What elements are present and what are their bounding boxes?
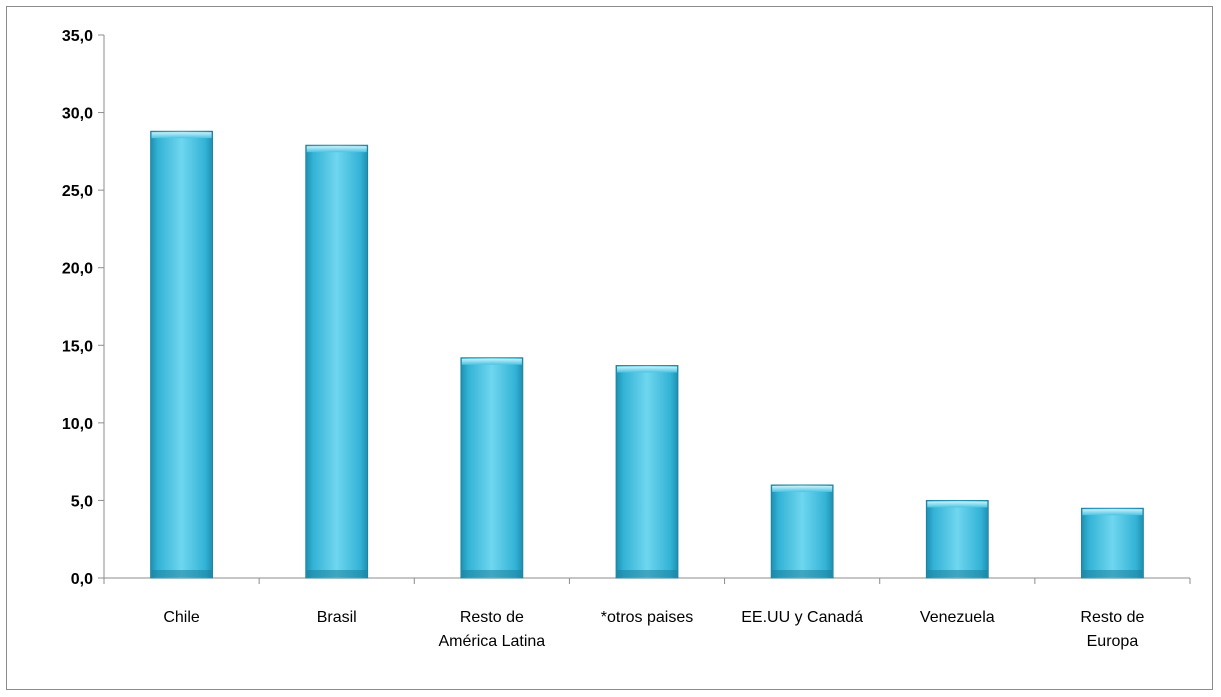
chart-frame: 0,0 5,0 10,0 15,0 20,0 25,0 30,0 35,0 Chile Bras… [6, 6, 1213, 690]
bar-base [1082, 570, 1143, 577]
bar [925, 500, 989, 579]
x-axis: Chile Brasil Resto de América Latina *otros … [103, 577, 1191, 650]
bar-body [1081, 507, 1144, 579]
bar [770, 484, 834, 579]
bar-body [925, 500, 989, 579]
x-tick-label: Brasil [317, 609, 357, 626]
y-tick-label: 30,0 [62, 106, 93, 123]
bar-body [150, 130, 213, 579]
bar-base [306, 570, 367, 577]
y-tick-label: 35,0 [62, 28, 93, 45]
bar-base [772, 570, 833, 577]
bar [305, 144, 369, 579]
bar-base [927, 570, 988, 577]
x-tick-label: Resto de Europa [1080, 609, 1144, 650]
x-tick-label: Chile [163, 609, 200, 626]
x-tick-label-line: Resto de [1080, 609, 1144, 626]
bar-cap [927, 501, 988, 508]
y-tick-label: 10,0 [62, 416, 93, 433]
bar-body [615, 365, 679, 579]
y-tick-label: 15,0 [62, 338, 93, 355]
bar [1081, 507, 1144, 579]
bar-cap [1082, 509, 1143, 516]
bar-body [770, 484, 834, 579]
y-tick-label: 0,0 [71, 571, 93, 588]
bar-base [617, 570, 677, 577]
x-tick-label-line: Venezuela [920, 609, 995, 626]
x-tick-label: EE.UU y Canadá [741, 609, 863, 626]
bar [615, 365, 679, 579]
x-tick-label: Venezuela [920, 609, 995, 626]
x-tick-label-line: EE.UU y Canadá [741, 609, 863, 626]
x-tick-label-line: Brasil [317, 609, 357, 626]
bar [150, 130, 213, 579]
y-tick-label: 25,0 [62, 183, 93, 200]
x-tick-label-line: Resto de [460, 609, 524, 626]
y-tick-label: 20,0 [62, 261, 93, 278]
bars [150, 130, 1144, 579]
y-tick-label: 5,0 [71, 493, 93, 510]
y-axis: 0,0 5,0 10,0 15,0 20,0 25,0 30,0 35,0 [62, 28, 105, 588]
x-tick-label: Resto de América Latina [438, 609, 545, 650]
bar-cap [461, 358, 522, 365]
x-tick-label-line: Europa [1087, 633, 1139, 650]
bar-cap [617, 366, 677, 373]
x-tick-label-line: Chile [163, 609, 200, 626]
bar-cap [772, 485, 833, 492]
bar-chart: 0,0 5,0 10,0 15,0 20,0 25,0 30,0 35,0 Chile Bras… [62, 28, 1191, 650]
bar-cap [151, 132, 212, 139]
x-tick-label: *otros paises [601, 609, 694, 626]
x-tick-label-line: América Latina [438, 633, 545, 650]
bar-body [305, 144, 369, 579]
bar-base [461, 570, 522, 577]
bar-base [151, 570, 212, 577]
x-tick-label-line: *otros paises [601, 609, 694, 626]
bar-cap [306, 146, 367, 153]
bar-body [460, 357, 524, 579]
bar [460, 357, 524, 579]
